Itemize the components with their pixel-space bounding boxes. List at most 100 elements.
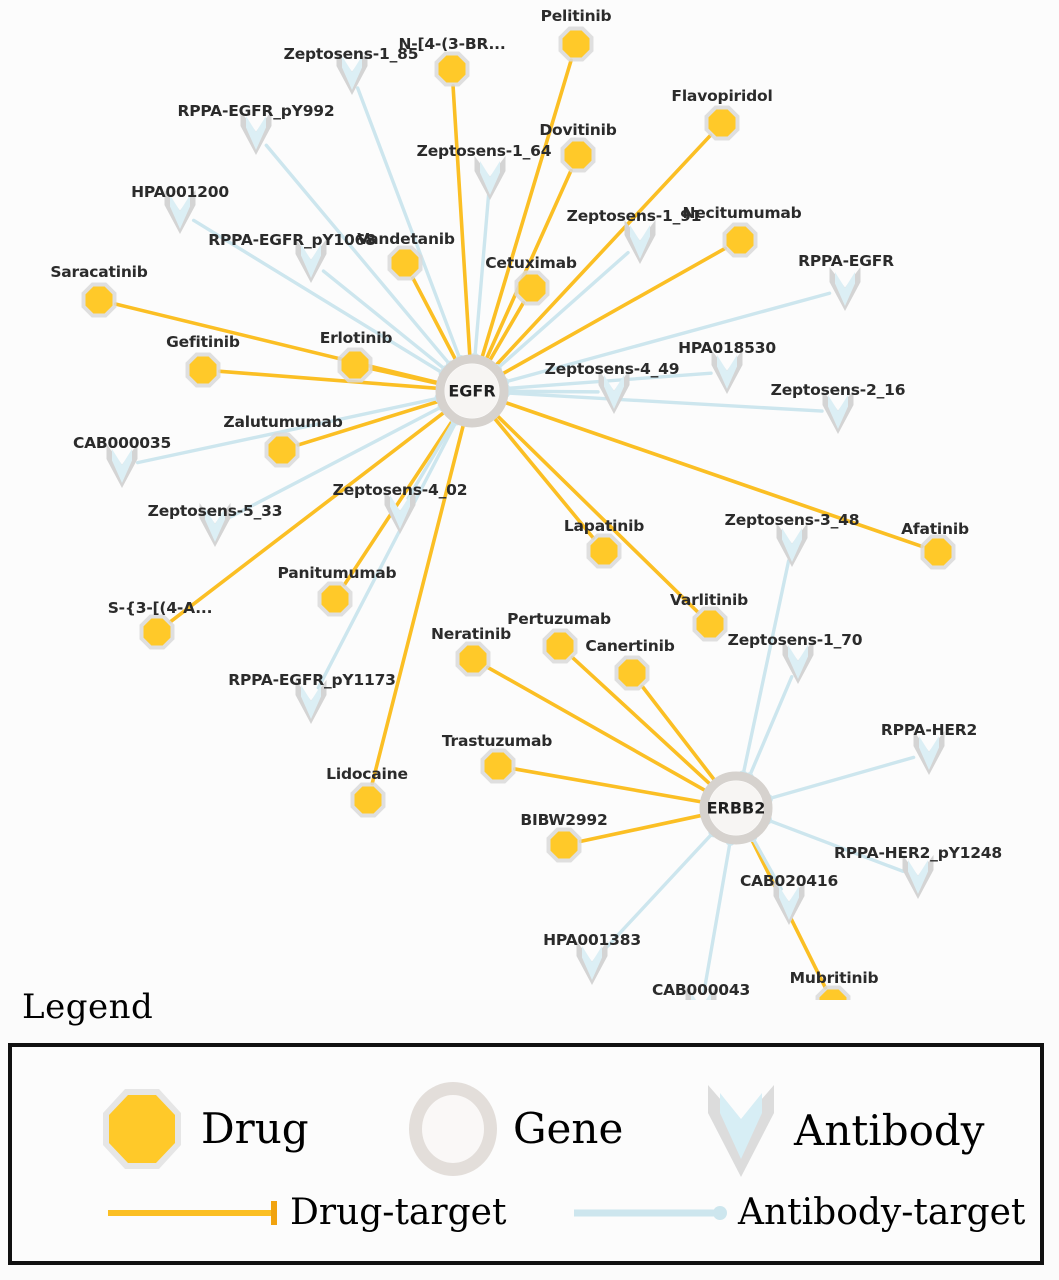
drug-node-body: [143, 618, 171, 646]
antibody-target-edge[interactable]: [747, 675, 794, 780]
antibody-node[interactable]: [295, 680, 327, 724]
drug-node[interactable]: [139, 614, 175, 650]
drug-node[interactable]: [722, 222, 758, 258]
drug-target-edge[interactable]: [369, 366, 442, 386]
drug-target-edge[interactable]: [370, 421, 466, 786]
antibody-node[interactable]: [474, 156, 506, 200]
antibody-target-edge[interactable]: [503, 371, 713, 391]
antibody-node[interactable]: [240, 111, 272, 155]
drug-node[interactable]: [560, 137, 596, 173]
antibody-target-edge[interactable]: [750, 835, 783, 891]
drug-node[interactable]: [480, 748, 516, 784]
drug-node[interactable]: [542, 628, 578, 664]
antibody-node[interactable]: [711, 350, 743, 394]
drug-node[interactable]: [546, 827, 582, 863]
drug-target-edge[interactable]: [492, 133, 713, 369]
drug-target-edge[interactable]: [296, 398, 443, 447]
drug-target-edge[interactable]: [485, 665, 710, 794]
drug-target-edge[interactable]: [570, 655, 714, 788]
drug-node[interactable]: [434, 51, 470, 87]
antibody-node-body: [301, 244, 321, 278]
antibody-target-edge[interactable]: [765, 817, 905, 874]
gene-node[interactable]: [699, 771, 773, 845]
antibody-target-edge[interactable]: [264, 143, 453, 368]
drug-target-edge[interactable]: [640, 684, 718, 784]
antibody-target-edge[interactable]: [741, 558, 791, 778]
antibody-target-edge[interactable]: [227, 404, 445, 520]
drug-node[interactable]: [387, 245, 423, 281]
antibody-target-edge[interactable]: [702, 838, 733, 995]
drug-node[interactable]: [81, 282, 117, 318]
drug-node-body: [391, 249, 419, 277]
antibody-target-edge[interactable]: [473, 192, 491, 360]
antibody-target-edge[interactable]: [601, 830, 716, 953]
antibody-node-body: [342, 56, 362, 90]
drug-target-edge[interactable]: [501, 399, 924, 549]
antibody-node[interactable]: [624, 220, 656, 264]
drug-node[interactable]: [264, 432, 300, 468]
drug-node[interactable]: [337, 347, 373, 383]
antibody-node[interactable]: [295, 239, 327, 283]
antibody-node[interactable]: [822, 390, 854, 434]
antibody-node-body: [779, 886, 799, 920]
drug-target-edge[interactable]: [168, 409, 448, 624]
antibody-target-edge[interactable]: [316, 418, 459, 690]
network-canvas[interactable]: Pelitinib N-[4-(3-BR... Flavopiridol Doviti…: [0, 0, 1059, 1000]
antibody-target-edge[interactable]: [406, 417, 457, 500]
antibody-node[interactable]: [164, 190, 196, 234]
antibody-target-edge[interactable]: [502, 291, 832, 384]
drug-target-edge[interactable]: [113, 302, 442, 385]
drug-node[interactable]: [920, 534, 956, 570]
chevron-icon: [708, 1085, 774, 1177]
drug-node[interactable]: [185, 352, 221, 388]
antibody-target-edge[interactable]: [135, 396, 442, 465]
drug-node[interactable]: [815, 985, 851, 1001]
drug-target-edge[interactable]: [578, 813, 706, 844]
drug-node-body: [562, 30, 590, 58]
drug-target-edge[interactable]: [493, 412, 700, 614]
drug-node[interactable]: [614, 655, 650, 691]
drug-target-edge[interactable]: [486, 300, 526, 365]
gene-node-ring: [435, 354, 509, 428]
antibody-node-body: [691, 992, 711, 1000]
drug-target-edge[interactable]: [411, 276, 459, 364]
drug-target-edge[interactable]: [491, 414, 595, 540]
drug-node[interactable]: [317, 581, 353, 617]
drug-node-body: [341, 351, 369, 379]
drug-target-edge[interactable]: [218, 369, 441, 391]
drug-node[interactable]: [455, 641, 491, 677]
antibody-target-edge[interactable]: [503, 391, 824, 413]
drug-node[interactable]: [586, 533, 622, 569]
antibody-node[interactable]: [829, 267, 861, 311]
drug-node[interactable]: [558, 26, 594, 62]
antibody-node[interactable]: [199, 503, 231, 547]
antibody-node[interactable]: [598, 370, 630, 414]
drug-node[interactable]: [350, 782, 386, 818]
antibody-node[interactable]: [773, 881, 805, 925]
drug-node[interactable]: [514, 270, 550, 306]
gene-node[interactable]: [435, 354, 509, 428]
antibody-node[interactable]: [902, 855, 934, 899]
antibody-node[interactable]: [782, 640, 814, 684]
antibody-node[interactable]: [106, 444, 138, 488]
drug-target-edge[interactable]: [479, 58, 573, 362]
antibody-target-edge[interactable]: [766, 755, 916, 801]
drug-target-edge[interactable]: [498, 246, 727, 377]
antibody-node[interactable]: [685, 987, 717, 1000]
drug-target-edge[interactable]: [483, 168, 573, 363]
antibody-node[interactable]: [913, 731, 945, 775]
antibody-target-edge[interactable]: [355, 86, 463, 362]
antibody-node[interactable]: [336, 51, 368, 95]
antibody-target-edge[interactable]: [191, 218, 446, 376]
drug-target-edge[interactable]: [451, 84, 472, 360]
antibody-target-edge[interactable]: [494, 250, 630, 371]
drug-target-edge[interactable]: [342, 416, 456, 587]
drug-node[interactable]: [692, 606, 728, 642]
antibody-target-edge[interactable]: [503, 389, 600, 394]
antibody-node[interactable]: [576, 941, 608, 985]
antibody-target-edge[interactable]: [321, 269, 449, 372]
drug-node[interactable]: [704, 105, 740, 141]
antibody-node[interactable]: [384, 490, 416, 534]
antibody-node[interactable]: [776, 523, 808, 567]
drug-target-edge[interactable]: [512, 767, 706, 805]
